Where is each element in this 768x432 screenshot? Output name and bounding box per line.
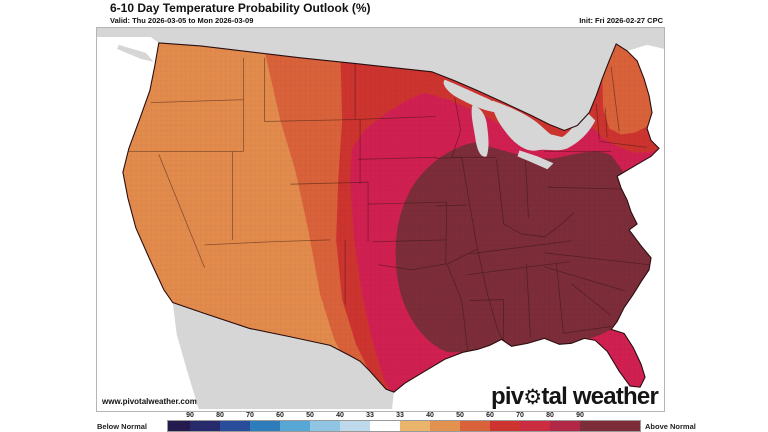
colorbar-tick-label: 90 xyxy=(186,412,194,419)
page-title: 6-10 Day Temperature Probability Outlook… xyxy=(110,1,371,15)
colorbar-segment xyxy=(220,421,250,431)
state-borders xyxy=(128,57,650,351)
canada-land xyxy=(97,28,664,131)
watermark-url: www.pivotalweather.com xyxy=(102,397,197,406)
init-time-text: Init: Fri 2026-02-27 CPC xyxy=(579,16,663,25)
colorbar-tick-label: 50 xyxy=(456,412,464,419)
colorbar-tick-label: 33 xyxy=(366,412,374,419)
colorbar-tick-label: 60 xyxy=(276,412,284,419)
colorbar-segment xyxy=(250,421,280,431)
colorbar-tick-label: 80 xyxy=(216,412,224,419)
colorbar-tick-label: 80 xyxy=(546,412,554,419)
us-probability-map xyxy=(97,28,664,411)
vancouver-island xyxy=(116,44,154,62)
colorbar-segment xyxy=(370,421,400,431)
colorbar-tick-label: 70 xyxy=(516,412,524,419)
colorbar-segment xyxy=(430,421,460,431)
pivotalweather-logo: piv⚙tal weather xyxy=(491,383,659,411)
colorbar-tick-label: 40 xyxy=(336,412,344,419)
colorbar-segment xyxy=(460,421,490,431)
below-normal-label: Below Normal xyxy=(97,422,148,431)
colorbar-segment xyxy=(550,421,580,431)
colorbar-tick-label: 50 xyxy=(306,412,314,419)
colorbar-tick-label: 33 xyxy=(396,412,404,419)
lake-superior xyxy=(443,79,502,113)
valid-range-text: Valid: Thu 2026-03-05 to Mon 2026-03-09 xyxy=(110,16,254,25)
lake-erie xyxy=(517,150,554,170)
colorbar-tick-label: 40 xyxy=(426,412,434,419)
colorbar-segment xyxy=(190,421,220,431)
lake-ontario xyxy=(549,133,580,145)
weather-map-frame: www.pivotalweather.com piv⚙tal weather xyxy=(96,27,665,412)
colorbar-tick-label: 70 xyxy=(246,412,254,419)
colorbar-segment xyxy=(490,421,520,431)
colorbar-segments xyxy=(167,420,641,432)
above-normal-label: Above Normal xyxy=(645,422,696,431)
colorbar-segment xyxy=(520,421,550,431)
logo-text-prefix: piv xyxy=(491,383,524,410)
logo-text-suffix: tal weather xyxy=(541,383,658,410)
mexico-land xyxy=(172,302,394,410)
colorbar-segment xyxy=(400,421,430,431)
colorbar-segment xyxy=(580,421,640,431)
colorbar-tick-labels: 90 80 70 60 50 40 33 33 40 50 60 70 80 90 xyxy=(0,412,768,420)
lake-michigan xyxy=(471,104,489,157)
colorbar-segment xyxy=(340,421,370,431)
colorbar-tick-label: 60 xyxy=(486,412,494,419)
great-lakes xyxy=(443,79,596,170)
colorbar-tick-label: 90 xyxy=(576,412,584,419)
colorbar-segment xyxy=(168,421,190,431)
gear-icon: ⚙ xyxy=(523,384,542,409)
colorbar-segment xyxy=(310,421,340,431)
colorbar-segment xyxy=(280,421,310,431)
